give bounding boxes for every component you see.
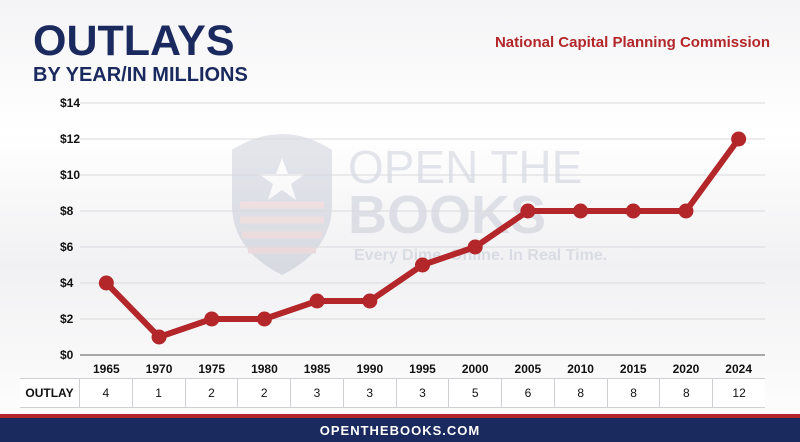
watermark: OPEN THE BOOKS Every Dime. Online. In Re… <box>232 134 607 275</box>
data-point <box>362 293 378 309</box>
data-point <box>625 203 641 219</box>
outlay-cell: 2 <box>238 379 292 407</box>
x-tick-label: 1970 <box>146 362 173 376</box>
x-tick-label: 1965 <box>93 362 120 376</box>
outlay-cell: 5 <box>449 379 503 407</box>
outlay-cell: 8 <box>660 379 714 407</box>
footer-accent <box>0 414 800 418</box>
y-tick-label: $14 <box>60 96 80 110</box>
data-point <box>309 293 325 309</box>
data-point <box>520 203 536 219</box>
gridlines <box>80 102 765 356</box>
watermark-line1: OPEN THE <box>348 141 582 193</box>
data-point <box>151 329 167 345</box>
y-tick-label: $0 <box>60 348 74 362</box>
data-point <box>573 203 589 219</box>
outlay-cells: 4 1 2 2 3 3 3 5 6 8 8 8 12 <box>80 379 765 407</box>
chart-title: OUTLAYS <box>33 17 235 65</box>
y-tick-label: $4 <box>60 276 74 290</box>
data-point <box>204 311 220 327</box>
x-axis-ticks: 1965 1970 1975 1980 1985 1990 1995 2000 2005 2010… <box>93 362 752 376</box>
y-tick-label: $8 <box>60 204 74 218</box>
x-tick-label: 2000 <box>462 362 489 376</box>
outlay-cell: 2 <box>186 379 239 407</box>
series-outlay <box>98 131 747 345</box>
shield-stripes-icon <box>240 201 324 254</box>
outlay-table: OUTLAY 4 1 2 2 3 3 3 5 6 8 8 8 12 <box>20 378 765 408</box>
data-point <box>256 311 272 327</box>
x-tick-label: 2015 <box>620 362 647 376</box>
x-tick-label: 1995 <box>409 362 436 376</box>
outlay-cell: 3 <box>291 379 344 407</box>
x-tick-label: 2024 <box>725 362 752 376</box>
y-tick-label: $6 <box>60 240 74 254</box>
y-tick-label: $10 <box>60 168 80 182</box>
x-tick-label: 1985 <box>304 362 331 376</box>
outlay-cell: 4 <box>80 379 133 407</box>
agency-name: National Capital Planning Commission <box>494 34 770 51</box>
outlay-cell: 12 <box>732 386 746 400</box>
x-tick-label: 2010 <box>567 362 594 376</box>
x-tick-label: 1980 <box>251 362 278 376</box>
outlay-cell: 3 <box>397 379 450 407</box>
x-tick-label: 1975 <box>198 362 225 376</box>
data-point <box>415 257 430 273</box>
y-axis-ticks: $0 $2 $4 $6 $8 $10 $12 $14 <box>60 96 80 362</box>
outlay-cell: 8 <box>555 379 608 407</box>
data-point <box>98 275 114 291</box>
shield-icon <box>232 134 332 275</box>
x-tick-label: 2005 <box>515 362 542 376</box>
footer-url[interactable]: OPENTHEBOOKS.COM <box>319 422 481 438</box>
x-tick-label: 2020 <box>673 362 700 376</box>
outlay-cell: 3 <box>344 379 397 407</box>
data-point <box>731 131 747 147</box>
outlay-cell: 6 <box>502 379 555 407</box>
outlay-row-label: OUTLAY <box>20 379 80 407</box>
chart-subtitle: BY YEAR/IN MILLIONS <box>33 64 248 86</box>
outlay-cell: 8 <box>608 379 661 407</box>
outlay-cell: 1 <box>133 379 186 407</box>
watermark-line2: BOOKS <box>348 185 546 245</box>
star-icon <box>259 158 305 200</box>
data-point <box>467 239 483 255</box>
data-point <box>678 203 694 219</box>
x-tick-label: 1990 <box>356 362 383 376</box>
y-tick-label: $2 <box>60 312 74 326</box>
y-tick-label: $12 <box>60 132 80 146</box>
footer-bar: OPENTHEBOOKS.COM <box>0 418 800 442</box>
